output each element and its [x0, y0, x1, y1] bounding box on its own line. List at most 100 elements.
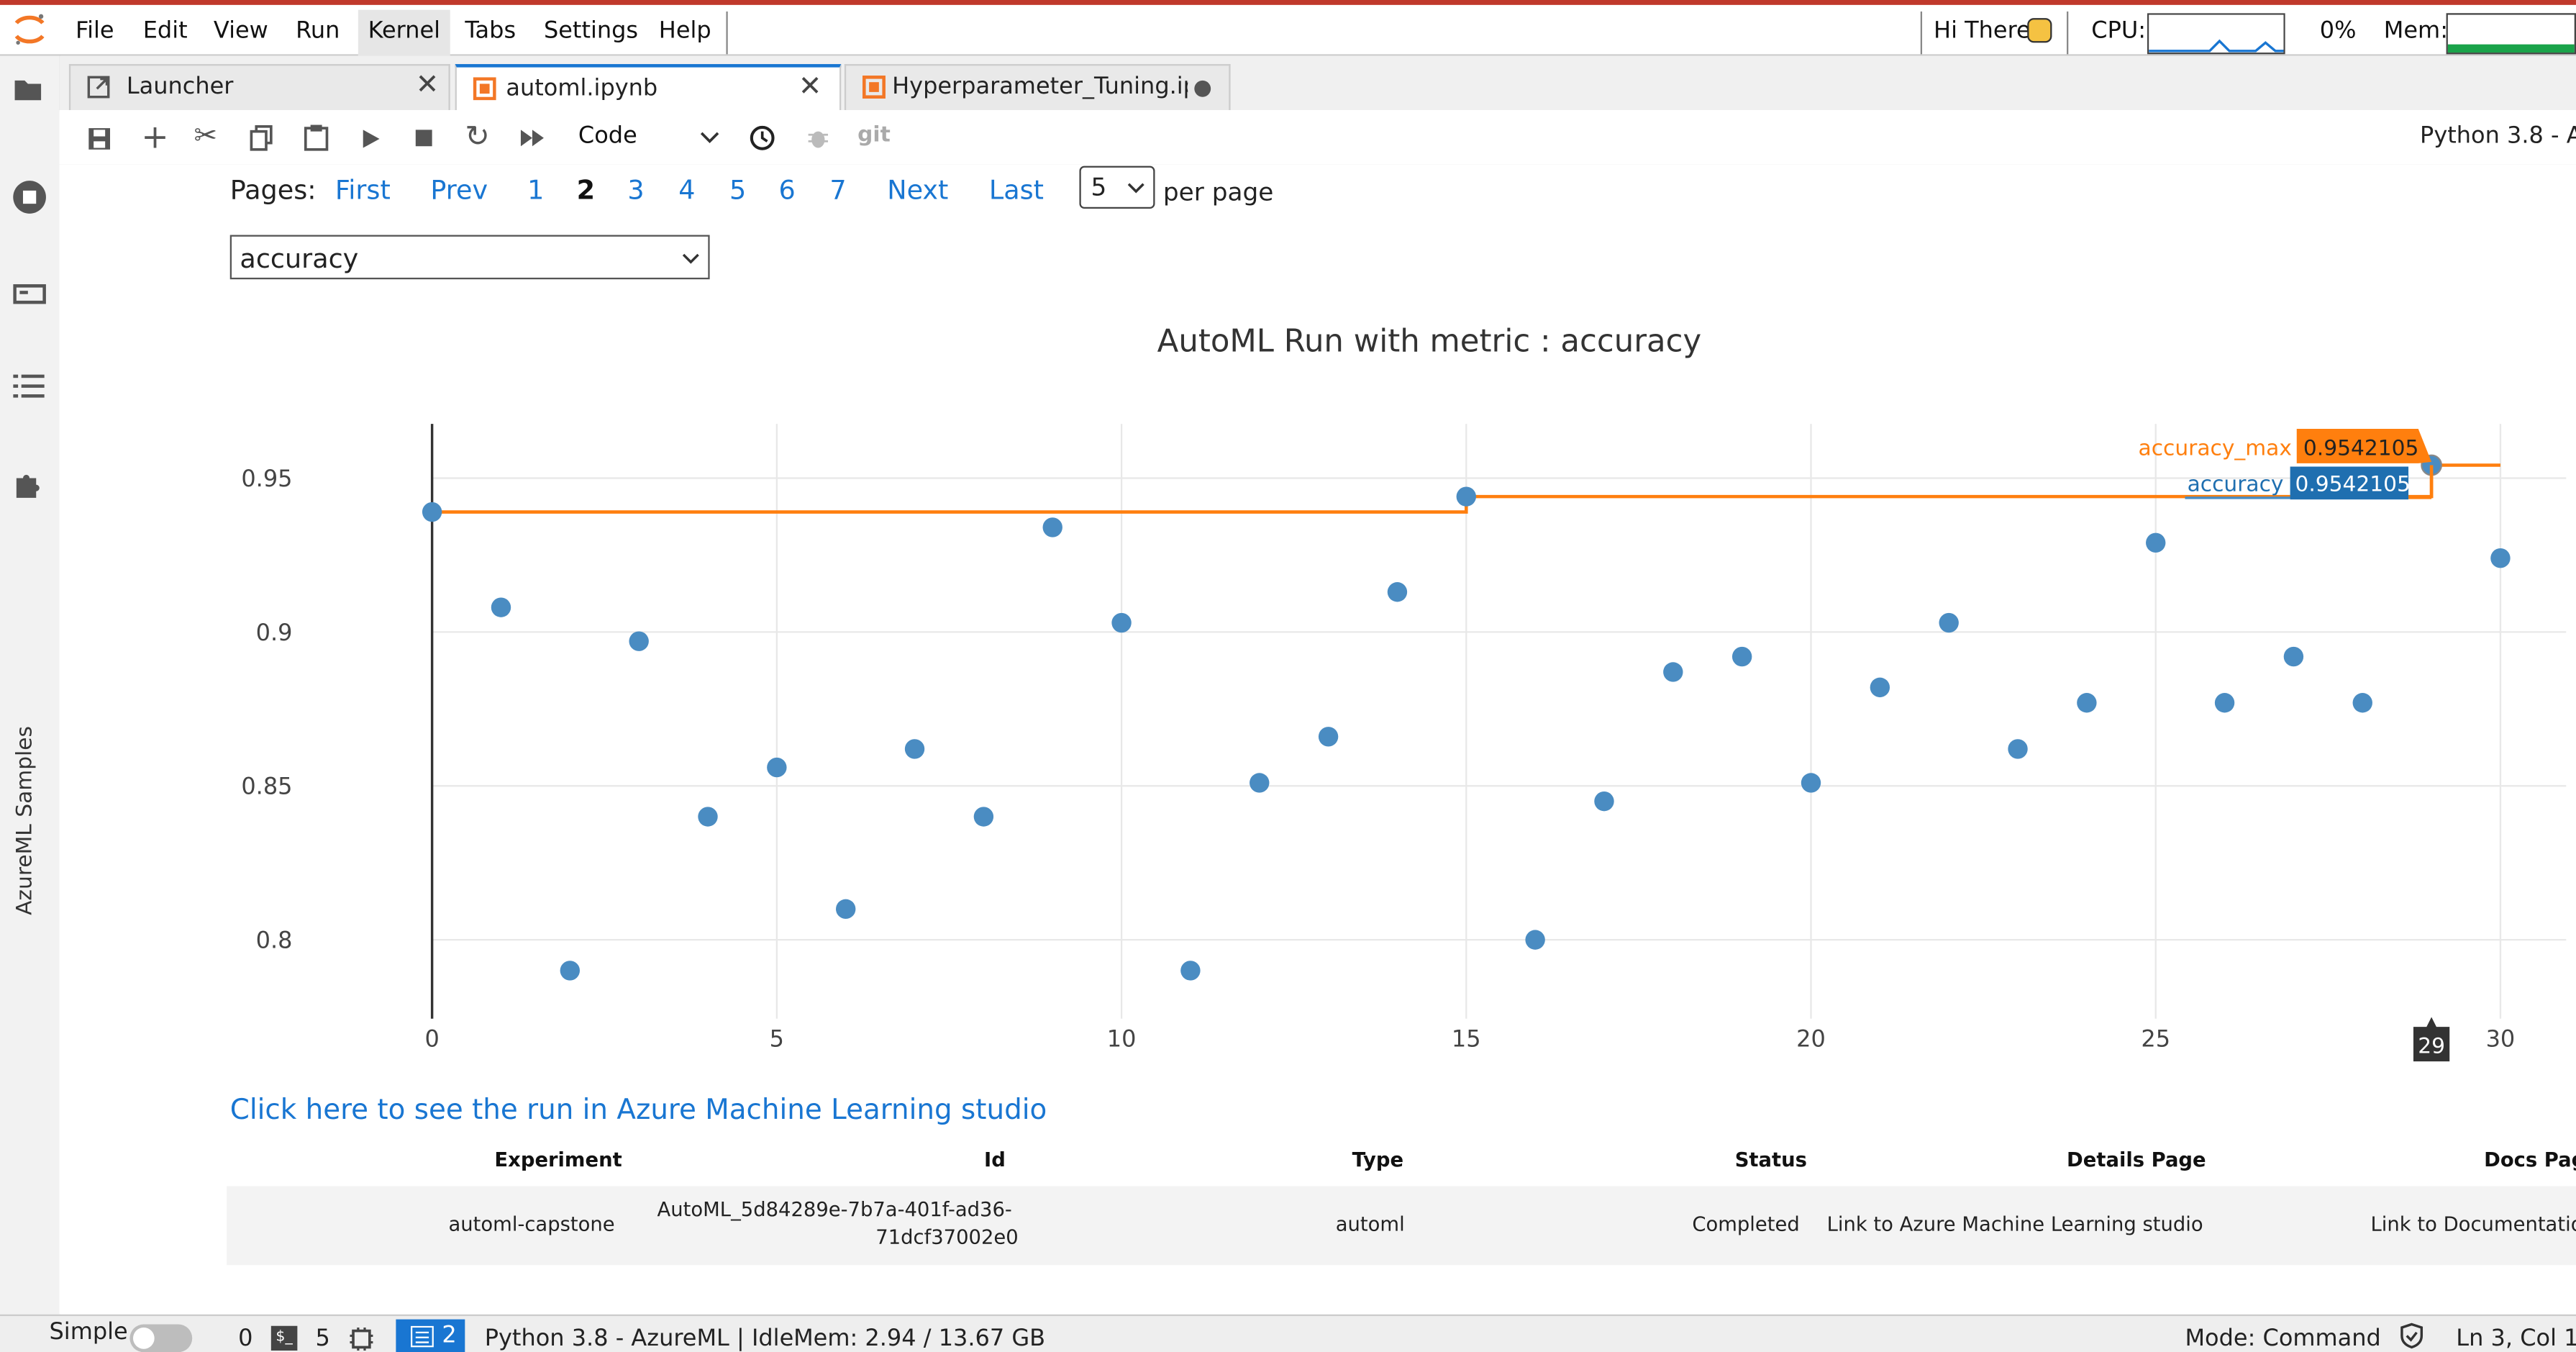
docs-link[interactable]: Link to Documentatio	[2370, 1212, 2576, 1236]
data-point	[560, 961, 581, 981]
page-7-link[interactable]: 7	[829, 174, 847, 206]
left-sidebar: AzureML Samples	[0, 55, 61, 1351]
paste-icon[interactable]	[304, 123, 329, 151]
debug-bug-icon[interactable]	[806, 127, 829, 150]
running-stop-icon[interactable]	[12, 179, 47, 215]
page-3-link[interactable]: 3	[627, 174, 645, 206]
menu-edit[interactable]: Edit	[142, 18, 188, 45]
data-point	[491, 597, 511, 617]
pages-label: Pages:	[229, 174, 317, 206]
waving-hand-icon	[2027, 18, 2052, 43]
tab-automl-notebook[interactable]: automl.ipynb ✕	[455, 64, 842, 112]
y-tick-label: 0.9	[256, 619, 293, 646]
hover-x-label: 29	[2418, 1033, 2445, 1058]
cursor-position[interactable]: Ln 3, Col 1	[2456, 1325, 2576, 1352]
fast-forward-icon[interactable]	[519, 128, 546, 148]
data-point	[1180, 961, 1201, 981]
metric-select[interactable]: accuracy	[229, 235, 710, 280]
page-2-current: 2	[576, 174, 596, 206]
simple-mode-toggle[interactable]	[129, 1324, 193, 1352]
col-experiment: Experiment	[494, 1148, 622, 1172]
menu-tabs[interactable]: Tabs	[465, 18, 516, 45]
data-point	[2146, 532, 2166, 553]
kernel-badge[interactable]: 2	[396, 1319, 465, 1352]
kernel-badge-count: 2	[442, 1322, 457, 1349]
per-page-select[interactable]: 5	[1079, 165, 1155, 209]
col-id: Id	[983, 1148, 1006, 1172]
tab-hyperparameter-tuning[interactable]: Hyperparameter_Tuning.ipyr	[844, 64, 1231, 110]
terminal-count[interactable]: 5	[315, 1325, 330, 1352]
cpu-sparkline	[2147, 13, 2285, 55]
tab-automl-label: automl.ipynb	[506, 76, 658, 102]
stop-icon[interactable]	[414, 128, 434, 148]
menu-help[interactable]: Help	[658, 18, 711, 45]
data-point	[1870, 677, 1890, 698]
cell-type-select[interactable]: Code	[578, 123, 637, 150]
menu-file[interactable]: File	[76, 18, 114, 45]
hover-accuracy-label: accuracy	[2188, 471, 2284, 496]
chevron-down-icon[interactable]	[700, 132, 719, 145]
cell-status: Completed	[1692, 1212, 1800, 1236]
data-point	[1594, 791, 1614, 812]
page-prev-link[interactable]: Prev	[430, 174, 488, 206]
menu-view[interactable]: View	[213, 18, 268, 45]
page-next-link[interactable]: Next	[887, 174, 949, 206]
close-icon[interactable]: ✕	[415, 68, 440, 102]
cell-type: automl	[1335, 1212, 1405, 1236]
accuracy-points	[422, 454, 2511, 981]
kernel-status[interactable]: Python 3.8 - AzureML | Idle	[484, 1325, 794, 1352]
page-4-link[interactable]: 4	[678, 174, 696, 206]
page-first-link[interactable]: First	[334, 174, 391, 206]
restart-icon[interactable]: ↻	[465, 119, 490, 155]
table-of-contents-icon[interactable]	[13, 373, 46, 399]
unsaved-dot-icon[interactable]	[1194, 80, 1211, 97]
git-label[interactable]: git	[857, 123, 891, 148]
chart-tick-labels: 0 5 10 15 20 25 30 0.8 0.85 0.9 0.95	[241, 465, 2515, 1053]
save-icon[interactable]	[87, 127, 111, 151]
mem-label: Mem:	[2383, 18, 2448, 45]
hover-x-box	[2413, 1017, 2450, 1062]
table-row	[227, 1186, 2576, 1266]
data-point	[1663, 662, 1683, 682]
details-link[interactable]: Link to Azure Machine Learning studio	[1826, 1212, 2203, 1236]
chevron-down-icon	[1127, 183, 1144, 194]
extensions-puzzle-icon[interactable]	[12, 466, 47, 502]
x-tick-label: 10	[1107, 1025, 1137, 1053]
data-point	[2490, 548, 2511, 568]
col-docs-page: Docs Pag	[2484, 1148, 2576, 1172]
chevron-down-icon	[682, 253, 699, 264]
page-5-link[interactable]: 5	[729, 174, 747, 206]
cpu-chip-icon[interactable]	[348, 1326, 375, 1352]
cut-icon[interactable]: ✂	[194, 119, 218, 153]
page-last-link[interactable]: Last	[988, 174, 1044, 206]
data-point	[698, 807, 718, 827]
folder-icon[interactable]	[13, 76, 42, 102]
data-point	[1456, 486, 1476, 507]
cell-id-line1: AutoML_5d84289e-7b7a-401f-ad36-	[657, 1197, 1012, 1221]
menu-run[interactable]: Run	[296, 18, 340, 45]
terminal-icon[interactable]: $_	[270, 1325, 298, 1351]
run-icon[interactable]	[361, 128, 381, 150]
data-point	[629, 631, 649, 651]
page-6-link[interactable]: 6	[778, 174, 796, 206]
azure-studio-link[interactable]: Click here to see the run in Azure Machi…	[229, 1094, 1047, 1128]
tab-launcher[interactable]: Launcher ✕	[68, 64, 450, 110]
list-icon	[410, 1325, 434, 1348]
menu-kernel[interactable]: Kernel	[358, 9, 450, 58]
clock-icon[interactable]	[749, 125, 775, 152]
shield-check-icon[interactable]	[2400, 1322, 2423, 1349]
copy-icon[interactable]	[250, 124, 274, 152]
mode-status[interactable]: Mode: Command	[2185, 1325, 2381, 1352]
kernel-count[interactable]: 0	[238, 1325, 253, 1352]
page-1-link[interactable]: 1	[527, 174, 545, 206]
add-cell-icon[interactable]: +	[141, 117, 169, 156]
menu-settings[interactable]: Settings	[543, 18, 639, 45]
cpu-label: CPU:	[2091, 18, 2147, 45]
data-point	[2077, 693, 2097, 713]
close-icon[interactable]: ✕	[798, 71, 822, 104]
kernel-name[interactable]: Python 3.8 - Az	[2420, 123, 2576, 150]
commands-icon[interactable]	[13, 283, 46, 306]
notebook-toolbar: + ✂ ↻ Code git Python 3.8 - Az	[59, 109, 2576, 166]
